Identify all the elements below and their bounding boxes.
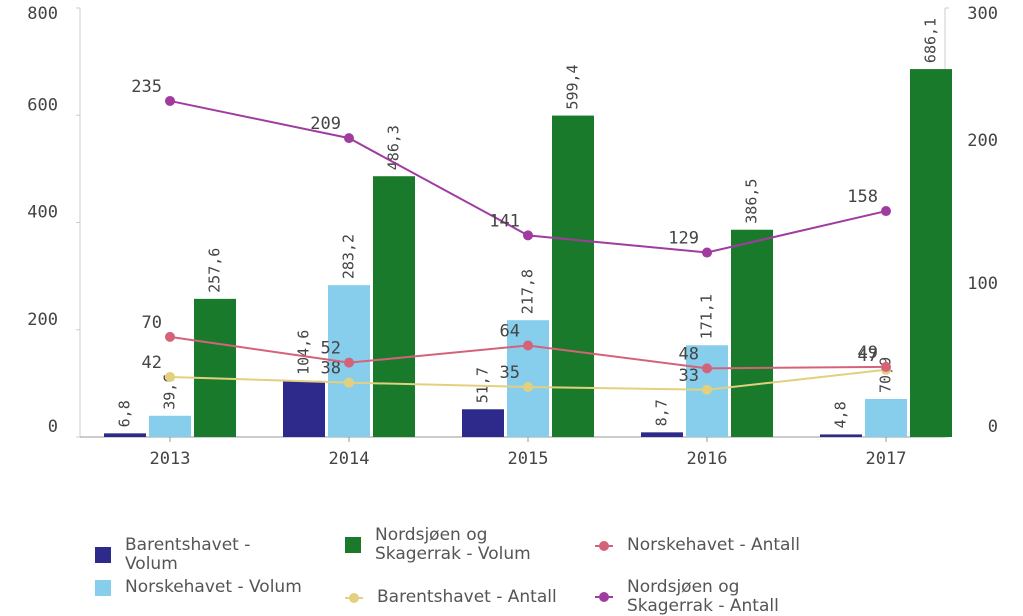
bar-value-label: 599,4 xyxy=(564,64,582,109)
line-point xyxy=(702,247,712,258)
legend-item: Barentshavet - Volum xyxy=(95,536,305,574)
legend-item: Nordsjøen og Skagerrak - Volum xyxy=(345,526,555,564)
bar-value-label: 686,1 xyxy=(922,18,940,63)
y2-tick-label: 0 xyxy=(988,417,998,437)
line-point xyxy=(702,384,712,395)
x-tick-label: 2017 xyxy=(866,449,907,469)
y2-tick-label: 200 xyxy=(967,131,998,151)
bar xyxy=(865,398,907,437)
y-tick-label: 600 xyxy=(27,95,58,115)
legend-marker xyxy=(595,540,613,551)
line-value-label: 42 xyxy=(142,353,162,373)
line-point xyxy=(523,381,533,392)
bar xyxy=(820,434,862,437)
legend-item: Barentshavet - Antall xyxy=(345,588,557,607)
bar-value-label: 171,1 xyxy=(698,294,716,339)
y-tick-label: 200 xyxy=(27,310,58,330)
line-point xyxy=(165,95,175,106)
line-point xyxy=(165,371,175,382)
line-point xyxy=(344,133,354,144)
y-tick-label: 0 xyxy=(48,417,58,437)
bar-value-label: 257,6 xyxy=(206,248,224,293)
line-value-label: 38 xyxy=(321,359,341,379)
bar xyxy=(104,433,146,437)
legend-marker xyxy=(95,579,111,596)
line xyxy=(169,99,887,254)
y-tick-label: 400 xyxy=(27,203,58,223)
legend-item: Norskehavet - Volum xyxy=(95,578,305,597)
line-value-label: 49 xyxy=(858,343,878,363)
line-value-label: 33 xyxy=(679,366,699,386)
legend: Barentshavet - Volum Norskehavet - Volum N… xyxy=(95,518,855,616)
line-value-label: 70 xyxy=(142,313,162,333)
line-value-label: 48 xyxy=(679,344,699,364)
line-point xyxy=(344,357,354,368)
legend-marker xyxy=(95,547,111,563)
line-value-label: 47 xyxy=(858,346,878,366)
legend-label: Nordsjøen og Skagerrak - Antall xyxy=(627,577,779,616)
line-value-label: 235 xyxy=(131,77,162,97)
bar-value-label: 486,3 xyxy=(385,125,403,170)
bar xyxy=(283,380,325,437)
bar-value-label: 6,8 xyxy=(116,400,134,427)
line-point xyxy=(523,230,533,241)
bar xyxy=(194,298,236,437)
bar xyxy=(641,432,683,437)
bar xyxy=(507,320,549,437)
bar xyxy=(552,115,594,437)
line-point xyxy=(165,331,175,342)
legend-label: Barentshavet - Volum xyxy=(125,535,251,574)
bar-value-label: 8,7 xyxy=(653,399,671,426)
bar-value-label: 386,5 xyxy=(743,179,761,224)
bar-value-label: 217,8 xyxy=(519,269,537,314)
x-tick-label: 2013 xyxy=(150,449,191,469)
legend-marker xyxy=(345,592,363,603)
x-tick-label: 2016 xyxy=(687,449,728,469)
bar xyxy=(731,229,773,437)
bar xyxy=(910,69,952,438)
chart: 0 200 400 600 800 0 100 200 300 2013 2014 2015 2016 2… xyxy=(27,4,998,469)
legend-item: Norskehavet - Antall xyxy=(595,536,807,555)
bar xyxy=(149,415,191,437)
x-tick-label: 2015 xyxy=(508,449,549,469)
line-value-label: 35 xyxy=(500,363,520,383)
line-point xyxy=(881,361,891,372)
line-point xyxy=(881,206,891,217)
legend-marker xyxy=(595,592,613,602)
x-tick-label: 2014 xyxy=(329,449,370,469)
legend-label: Norskehavet - Volum xyxy=(125,577,302,597)
bar xyxy=(462,409,504,437)
line-value-label: 129 xyxy=(668,229,699,249)
line-point xyxy=(702,363,712,374)
line-value-label: 141 xyxy=(489,211,520,231)
legend-label: Nordsjøen og Skagerrak - Volum xyxy=(375,525,531,564)
legend-marker xyxy=(345,537,361,553)
legend-item: Nordsjøen og Skagerrak - Antall xyxy=(595,578,807,616)
line-value-label: 158 xyxy=(847,187,878,207)
line-value-label: 52 xyxy=(321,339,341,359)
bar-value-label: 39,6 xyxy=(161,374,179,410)
bar-value-label: 283,2 xyxy=(340,234,358,279)
line-point xyxy=(344,377,354,388)
legend-label: Norskehavet - Antall xyxy=(627,535,800,555)
bar-value-label: 104,6 xyxy=(295,330,313,375)
bar xyxy=(373,176,415,437)
y2-tick-label: 300 xyxy=(967,4,998,24)
y2-tick-label: 100 xyxy=(967,274,998,294)
line-value-label: 64 xyxy=(500,321,520,341)
line-point xyxy=(523,340,533,351)
line-value-label: 209 xyxy=(310,114,341,134)
bar-value-label: 4,8 xyxy=(832,401,850,428)
y-tick-label: 800 xyxy=(27,4,58,24)
legend-label: Barentshavet - Antall xyxy=(377,587,557,607)
